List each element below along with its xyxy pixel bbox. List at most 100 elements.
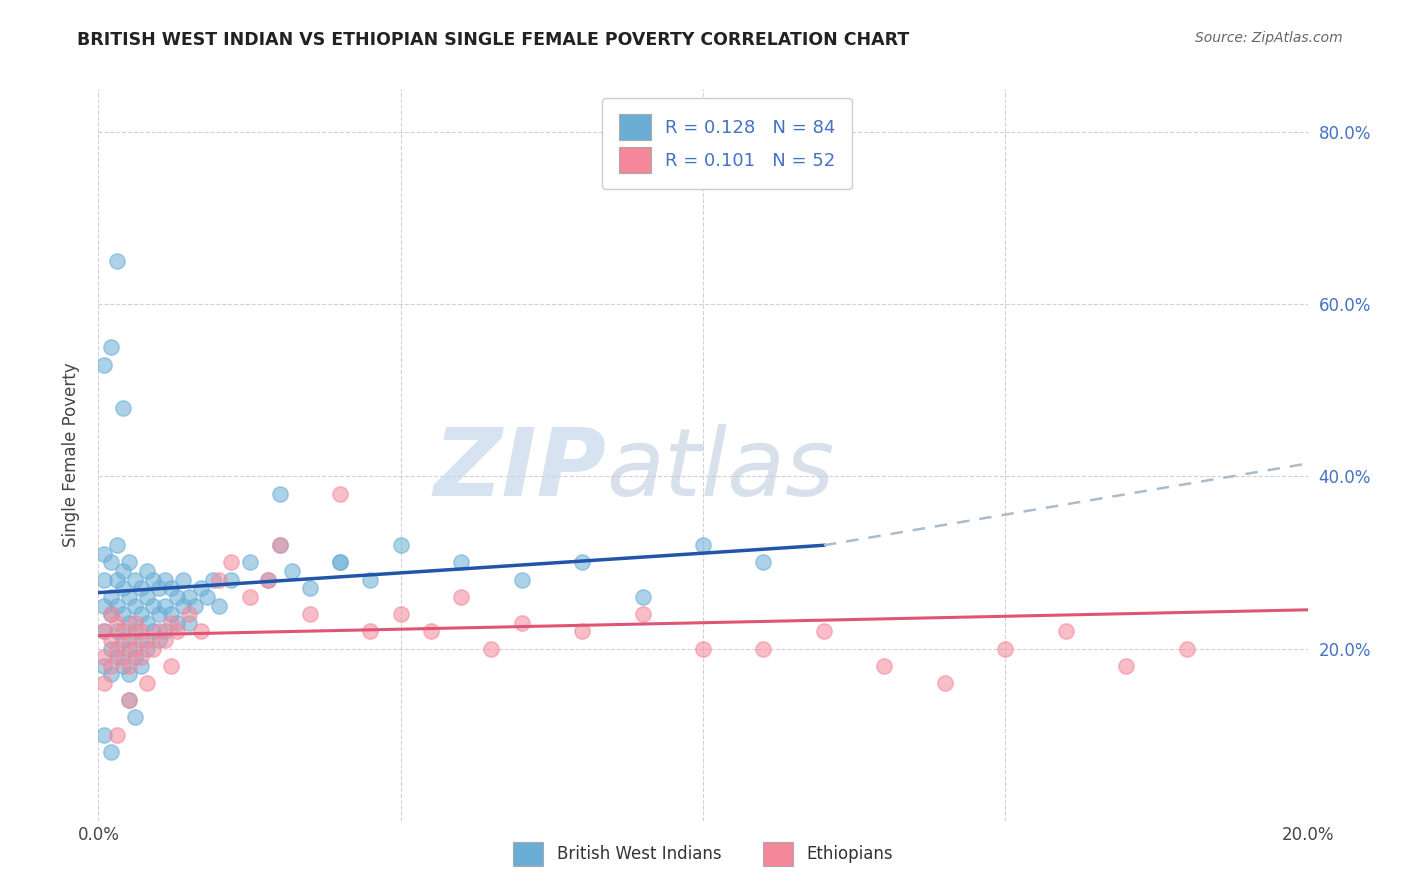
- Point: [160, 615, 183, 630]
- Point: [510, 573, 533, 587]
- Point: [93, 573, 115, 587]
- Point: [692, 538, 714, 552]
- Point: [389, 538, 412, 552]
- Point: [105, 650, 128, 665]
- Point: [179, 607, 201, 621]
- Legend: R = 0.128   N = 84, R = 0.101   N = 52: R = 0.128 N = 84, R = 0.101 N = 52: [602, 98, 852, 189]
- Point: [105, 573, 128, 587]
- Point: [239, 556, 262, 570]
- Point: [124, 641, 146, 656]
- Point: [111, 607, 134, 621]
- Point: [360, 624, 382, 639]
- Point: [269, 486, 291, 500]
- Point: [93, 676, 115, 690]
- Point: [190, 582, 212, 596]
- Point: [124, 624, 146, 639]
- Point: [100, 745, 122, 759]
- Point: [105, 599, 128, 613]
- Point: [166, 590, 188, 604]
- Point: [93, 624, 115, 639]
- Point: [111, 632, 134, 647]
- Point: [934, 676, 956, 690]
- Point: [148, 624, 170, 639]
- Point: [100, 590, 122, 604]
- Point: [752, 556, 775, 570]
- Text: Source: ZipAtlas.com: Source: ZipAtlas.com: [1195, 31, 1343, 45]
- Legend: British West Indians, Ethiopians: British West Indians, Ethiopians: [501, 829, 905, 880]
- Point: [105, 624, 128, 639]
- Point: [135, 676, 157, 690]
- Point: [195, 590, 218, 604]
- Point: [111, 401, 134, 415]
- Point: [269, 538, 291, 552]
- Point: [118, 590, 141, 604]
- Point: [190, 624, 212, 639]
- Point: [100, 340, 122, 354]
- Point: [142, 599, 165, 613]
- Point: [256, 573, 278, 587]
- Point: [129, 658, 152, 673]
- Point: [124, 615, 146, 630]
- Point: [221, 556, 243, 570]
- Point: [1054, 624, 1077, 639]
- Point: [481, 641, 503, 656]
- Point: [93, 547, 115, 561]
- Point: [166, 624, 188, 639]
- Point: [93, 658, 115, 673]
- Point: [111, 624, 134, 639]
- Point: [118, 667, 141, 681]
- Point: [221, 573, 243, 587]
- Point: [142, 624, 165, 639]
- Point: [118, 641, 141, 656]
- Point: [184, 599, 207, 613]
- Point: [813, 624, 835, 639]
- Point: [160, 582, 183, 596]
- Point: [256, 573, 278, 587]
- Point: [100, 641, 122, 656]
- Point: [129, 650, 152, 665]
- Point: [142, 641, 165, 656]
- Point: [111, 582, 134, 596]
- Point: [118, 556, 141, 570]
- Text: atlas: atlas: [606, 424, 835, 515]
- Point: [129, 632, 152, 647]
- Point: [1175, 641, 1198, 656]
- Y-axis label: Single Female Poverty: Single Female Poverty: [62, 363, 80, 547]
- Point: [281, 564, 304, 578]
- Point: [105, 254, 128, 268]
- Point: [124, 599, 146, 613]
- Point: [994, 641, 1017, 656]
- Point: [135, 615, 157, 630]
- Point: [148, 607, 170, 621]
- Point: [118, 632, 141, 647]
- Point: [111, 650, 134, 665]
- Point: [118, 693, 141, 707]
- Point: [148, 632, 170, 647]
- Point: [105, 615, 128, 630]
- Point: [135, 564, 157, 578]
- Point: [389, 607, 412, 621]
- Point: [202, 573, 225, 587]
- Point: [166, 615, 188, 630]
- Point: [329, 556, 352, 570]
- Point: [105, 538, 128, 552]
- Point: [93, 599, 115, 613]
- Point: [269, 538, 291, 552]
- Point: [510, 615, 533, 630]
- Point: [420, 624, 443, 639]
- Point: [160, 658, 183, 673]
- Point: [692, 641, 714, 656]
- Point: [111, 658, 134, 673]
- Point: [208, 573, 231, 587]
- Point: [118, 693, 141, 707]
- Point: [153, 624, 176, 639]
- Point: [148, 582, 170, 596]
- Point: [100, 632, 122, 647]
- Point: [129, 607, 152, 621]
- Point: [124, 650, 146, 665]
- Point: [299, 607, 322, 621]
- Point: [153, 599, 176, 613]
- Point: [153, 573, 176, 587]
- Point: [239, 590, 262, 604]
- Text: ZIP: ZIP: [433, 424, 606, 516]
